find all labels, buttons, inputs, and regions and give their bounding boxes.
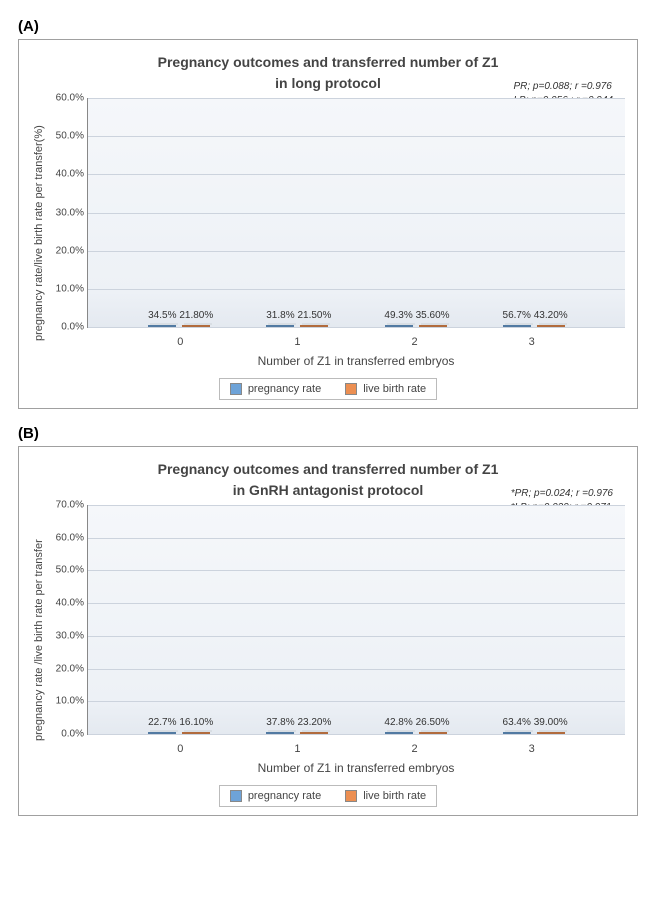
bar-group: 56.7% 43.20%: [491, 325, 576, 327]
bar-value-label: 49.3%: [384, 310, 412, 321]
bar-group: 42.8% 26.50%: [373, 732, 458, 734]
bar-pregnancy-rate: 49.3%: [385, 325, 413, 327]
xtick-label: 3: [490, 336, 574, 348]
swatch-pr-icon: [230, 790, 242, 802]
bar-live-birth-rate: 35.60%: [419, 325, 447, 327]
ytick-label: 70.0%: [46, 500, 84, 511]
ytick-label: 50.0%: [46, 131, 84, 142]
chart-a-plot: 0.0%10.0%20.0%30.0%40.0%50.0%60.0%34.5%2…: [87, 98, 625, 328]
xtick-label: 0: [138, 743, 222, 755]
bar-value-label: 56.7%: [503, 310, 531, 321]
bar-live-birth-rate: 43.20%: [537, 325, 565, 327]
ytick-label: 40.0%: [46, 598, 84, 609]
ytick-label: 20.0%: [46, 245, 84, 256]
legend-pr-b: pregnancy rate: [230, 790, 321, 802]
ytick-label: 30.0%: [46, 207, 84, 218]
ytick-label: 10.0%: [46, 283, 84, 294]
gridline: [88, 734, 625, 735]
bar-live-birth-rate: 39.00%: [537, 732, 565, 734]
chart-b: Pregnancy outcomes and transferred numbe…: [18, 446, 638, 816]
bar-value-label: 42.8%: [384, 717, 412, 728]
bar-pregnancy-rate: 42.8%: [385, 732, 413, 734]
ytick-label: 10.0%: [46, 696, 84, 707]
bar-live-birth-rate: 23.20%: [300, 732, 328, 734]
legend-lb-b: live birth rate: [345, 790, 426, 802]
chart-a-stats-pr: PR; p=0.088; r =0.976: [513, 80, 613, 94]
bar-live-birth-rate: 21.50%: [300, 325, 328, 327]
xtick-label: 1: [255, 336, 339, 348]
chart-b-ylabel: pregnancy rate /live birth rate per tran…: [31, 505, 47, 775]
ytick-label: 0.0%: [46, 729, 84, 740]
bar-group: 34.5% 21.80%: [137, 325, 222, 327]
ytick-label: 0.0%: [46, 322, 84, 333]
ytick-label: 30.0%: [46, 630, 84, 641]
legend-pr: pregnancy rate: [230, 383, 321, 395]
chart-a-legend: pregnancy rate live birth rate: [219, 378, 437, 400]
bar-group: 63.4% 39.00%: [491, 732, 576, 734]
bars-row: 34.5%21.80%31.8%21.50%49.3%35.60%56.7%43…: [88, 98, 625, 327]
chart-b-legend: pregnancy rate live birth rate: [219, 785, 437, 807]
xtick-label: 1: [255, 743, 339, 755]
panel-b-label: (B): [18, 425, 646, 442]
legend-lb-label-b: live birth rate: [363, 790, 426, 802]
chart-a: Pregnancy outcomes and transferred numbe…: [18, 39, 638, 409]
xtick-label: 0: [138, 336, 222, 348]
bar-group: 31.8% 21.50%: [255, 325, 340, 327]
bar-value-label: 37.8%: [266, 717, 294, 728]
bar-pregnancy-rate: 22.7%: [148, 732, 176, 734]
chart-a-title-2: in long protocol: [275, 75, 381, 91]
legend-lb-label: live birth rate: [363, 383, 426, 395]
bar-value-label: 21.50%: [297, 310, 331, 321]
legend-lb: live birth rate: [345, 383, 426, 395]
bar-value-label: 63.4%: [503, 717, 531, 728]
legend-pr-label-b: pregnancy rate: [248, 790, 321, 802]
chart-b-title-1: Pregnancy outcomes and transferred numbe…: [158, 461, 499, 477]
ytick-label: 50.0%: [46, 565, 84, 576]
ytick-label: 60.0%: [46, 532, 84, 543]
gridline: [88, 327, 625, 328]
bar-pregnancy-rate: 37.8%: [266, 732, 294, 734]
ytick-label: 60.0%: [46, 93, 84, 104]
chart-b-title-2: in GnRH antagonist protocol: [233, 482, 424, 498]
bar-value-label: 43.20%: [534, 310, 568, 321]
chart-b-xticks: 0 1 2 3: [87, 739, 625, 755]
chart-a-ylabel: pregnancy rate/live birth rate per trans…: [31, 98, 47, 368]
bar-value-label: 22.7%: [148, 717, 176, 728]
xtick-label: 2: [372, 743, 456, 755]
ytick-label: 20.0%: [46, 663, 84, 674]
bar-value-label: 16.10%: [179, 717, 213, 728]
chart-b-plot: 0.0%10.0%20.0%30.0%40.0%50.0%60.0%70.0%2…: [87, 505, 625, 735]
bar-value-label: 39.00%: [534, 717, 568, 728]
xtick-label: 3: [490, 743, 574, 755]
chart-b-xlabel: Number of Z1 in transferred embryos: [87, 761, 625, 775]
bar-live-birth-rate: 16.10%: [182, 732, 210, 734]
xtick-label: 2: [372, 336, 456, 348]
bar-value-label: 26.50%: [416, 717, 450, 728]
bars-row: 22.7%16.10%37.8%23.20%42.8%26.50%63.4%39…: [88, 505, 625, 734]
chart-a-title-1: Pregnancy outcomes and transferred numbe…: [158, 54, 499, 70]
bar-group: 37.8% 23.20%: [255, 732, 340, 734]
bar-pregnancy-rate: 63.4%: [503, 732, 531, 734]
chart-b-stats-pr: *PR; p=0.024; r =0.976: [511, 487, 613, 501]
swatch-lb-icon: [345, 790, 357, 802]
chart-a-xlabel: Number of Z1 in transferred embryos: [87, 354, 625, 368]
bar-group: 22.7% 16.10%: [137, 732, 222, 734]
bar-pregnancy-rate: 34.5%: [148, 325, 176, 327]
swatch-lb-icon: [345, 383, 357, 395]
chart-a-xticks: 0 1 2 3: [87, 332, 625, 348]
bar-live-birth-rate: 21.80%: [182, 325, 210, 327]
bar-value-label: 31.8%: [266, 310, 294, 321]
bar-value-label: 35.60%: [416, 310, 450, 321]
bar-value-label: 21.80%: [179, 310, 213, 321]
ytick-label: 40.0%: [46, 169, 84, 180]
bar-pregnancy-rate: 56.7%: [503, 325, 531, 327]
swatch-pr-icon: [230, 383, 242, 395]
bar-live-birth-rate: 26.50%: [419, 732, 447, 734]
bar-group: 49.3% 35.60%: [373, 325, 458, 327]
bar-value-label: 34.5%: [148, 310, 176, 321]
bar-value-label: 23.20%: [297, 717, 331, 728]
bar-pregnancy-rate: 31.8%: [266, 325, 294, 327]
panel-a-label: (A): [18, 18, 646, 35]
legend-pr-label: pregnancy rate: [248, 383, 321, 395]
